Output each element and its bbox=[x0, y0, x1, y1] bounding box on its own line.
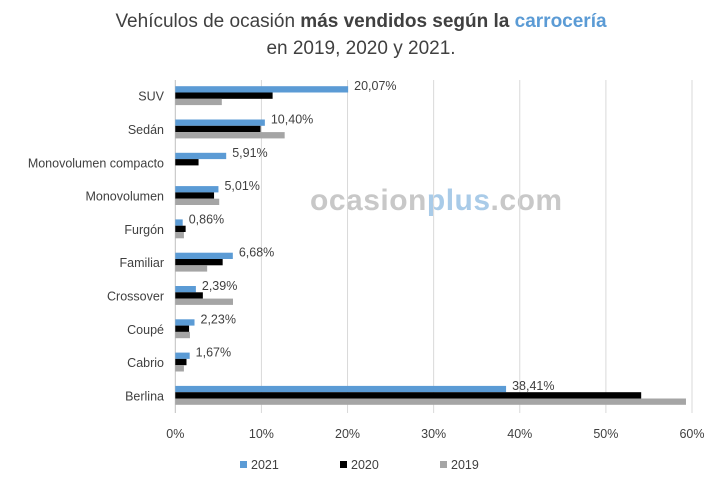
bar-2020 bbox=[175, 392, 642, 399]
bar-2021 bbox=[175, 186, 219, 193]
category-label: Familiar bbox=[120, 256, 164, 270]
bar-2021 bbox=[175, 252, 233, 259]
bar-2020 bbox=[175, 192, 215, 199]
bar-2020 bbox=[175, 92, 273, 99]
x-tick-label: 60% bbox=[679, 427, 704, 441]
bar-2021 bbox=[175, 86, 349, 93]
chart-title: Vehículos de ocasión más vendidos según … bbox=[0, 8, 722, 62]
category-label: Sedán bbox=[128, 123, 164, 137]
title-line-2: en 2019, 2020 y 2021. bbox=[266, 38, 456, 59]
bar-2019 bbox=[175, 331, 190, 339]
legend-swatch-2021 bbox=[240, 461, 247, 468]
category-label: Coupé bbox=[127, 323, 164, 337]
legend-swatch-2019 bbox=[440, 461, 447, 468]
data-label: 6,68% bbox=[239, 246, 274, 260]
bar-2020 bbox=[175, 159, 199, 166]
data-label: 20,07% bbox=[354, 79, 396, 93]
category-label: SUV bbox=[138, 90, 164, 104]
bar-2020 bbox=[175, 225, 186, 232]
bar-2021 bbox=[175, 219, 183, 226]
title-part-1: Vehículos de ocasión bbox=[115, 11, 301, 32]
x-tick-label: 0% bbox=[166, 427, 184, 441]
bar-2021 bbox=[175, 152, 227, 160]
data-label: 38,41% bbox=[512, 379, 554, 393]
title-part-2: más vendidos según la bbox=[300, 11, 515, 32]
category-label: Cabrio bbox=[127, 356, 164, 370]
bar-2019 bbox=[175, 98, 222, 106]
x-tick-label: 10% bbox=[249, 427, 274, 441]
x-tick-label: 50% bbox=[593, 427, 618, 441]
bar-2019 bbox=[175, 398, 686, 405]
data-label: 0,86% bbox=[189, 212, 224, 226]
data-label: 10,40% bbox=[271, 113, 313, 127]
legend-label: 2020 bbox=[351, 458, 379, 472]
title-part-3: carrocería bbox=[514, 11, 607, 32]
x-tick-label: 30% bbox=[421, 427, 446, 441]
bar-2019 bbox=[175, 132, 285, 139]
bar-2019 bbox=[175, 232, 184, 239]
category-label: Berlina bbox=[125, 389, 164, 403]
bar-2020 bbox=[175, 358, 187, 366]
watermark-logo: ocasionplus.com bbox=[310, 184, 563, 217]
bar-2020 bbox=[175, 125, 261, 133]
bar-2019 bbox=[175, 365, 184, 372]
bar-2020 bbox=[175, 259, 223, 266]
bar-2021 bbox=[175, 385, 507, 393]
legend-label: 2019 bbox=[451, 458, 479, 472]
bar-2021 bbox=[175, 286, 196, 293]
category-label: Monovolumen compacto bbox=[28, 156, 164, 170]
data-label: 5,91% bbox=[232, 146, 267, 160]
data-label: 2,39% bbox=[202, 279, 237, 293]
bar-2019 bbox=[175, 265, 208, 272]
bar-2021 bbox=[175, 319, 195, 326]
legend-swatch-2020 bbox=[340, 461, 347, 468]
category-label: Furgón bbox=[124, 223, 164, 237]
bar-2020 bbox=[175, 292, 203, 299]
bar-2019 bbox=[175, 198, 220, 205]
legend-label: 2021 bbox=[251, 458, 279, 472]
x-tick-label: 40% bbox=[507, 427, 532, 441]
data-label: 2,23% bbox=[201, 312, 236, 326]
x-tick-label: 20% bbox=[335, 427, 360, 441]
bar-2021 bbox=[175, 352, 190, 359]
data-label: 1,67% bbox=[196, 346, 231, 360]
category-label: Crossover bbox=[107, 289, 164, 303]
bar-2020 bbox=[175, 325, 190, 332]
bar-2019 bbox=[175, 298, 233, 305]
data-label: 5,01% bbox=[224, 179, 259, 193]
category-label: Monovolumen bbox=[85, 190, 164, 204]
bar-2021 bbox=[175, 119, 265, 126]
